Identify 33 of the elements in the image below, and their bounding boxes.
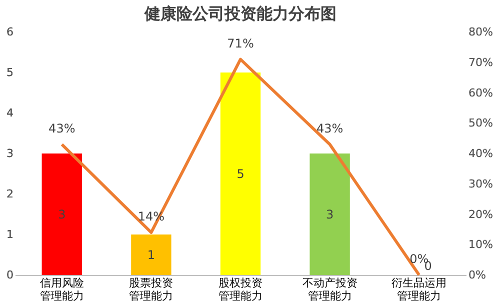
x-tick-label: 股权投资管理能力 (218, 276, 262, 302)
x-tick-label: 信用风险管理能力 (40, 276, 84, 302)
data-label: 3 (326, 207, 334, 222)
y2-tick-label: 20% (468, 208, 493, 221)
data-label: 3 (58, 207, 66, 222)
chart-title: 健康险公司投资能力分布图 (144, 4, 336, 23)
bar (220, 72, 261, 275)
y-tick-label: 1 (6, 228, 14, 241)
data-label: 43% (316, 121, 344, 136)
y2-tick-label: 60% (468, 86, 493, 100)
x-tick-label: 衍生品运用管理能力 (392, 276, 447, 302)
y-tick-label: 4 (6, 106, 14, 120)
y2-tick-label: 0% (468, 268, 486, 282)
bar (131, 234, 172, 275)
data-label: 43% (48, 121, 76, 136)
bar (42, 154, 82, 275)
y2-tick-label: 40% (468, 147, 493, 160)
data-label: 5 (236, 166, 244, 181)
x-tick-label: 不动产投资管理能力 (302, 276, 358, 302)
y-tick-label: 3 (6, 147, 14, 160)
y2-tick-label: 30% (468, 177, 493, 190)
data-label: 71% (227, 36, 254, 50)
x-tick-label: 股票投资管理能力 (129, 276, 174, 302)
y-tick-label: 6 (6, 26, 14, 38)
y-tick-label: 2 (6, 188, 14, 200)
data-label: 1 (147, 248, 156, 262)
y-tick-label: 5 (6, 66, 14, 79)
bar (310, 154, 350, 275)
y2-tick-label: 80% (468, 26, 493, 38)
y2-tick-label: 10% (468, 238, 493, 252)
y-tick-label: 0 (6, 268, 14, 282)
y2-tick-label: 70% (468, 56, 493, 69)
y2-tick-label: 50% (468, 116, 493, 130)
